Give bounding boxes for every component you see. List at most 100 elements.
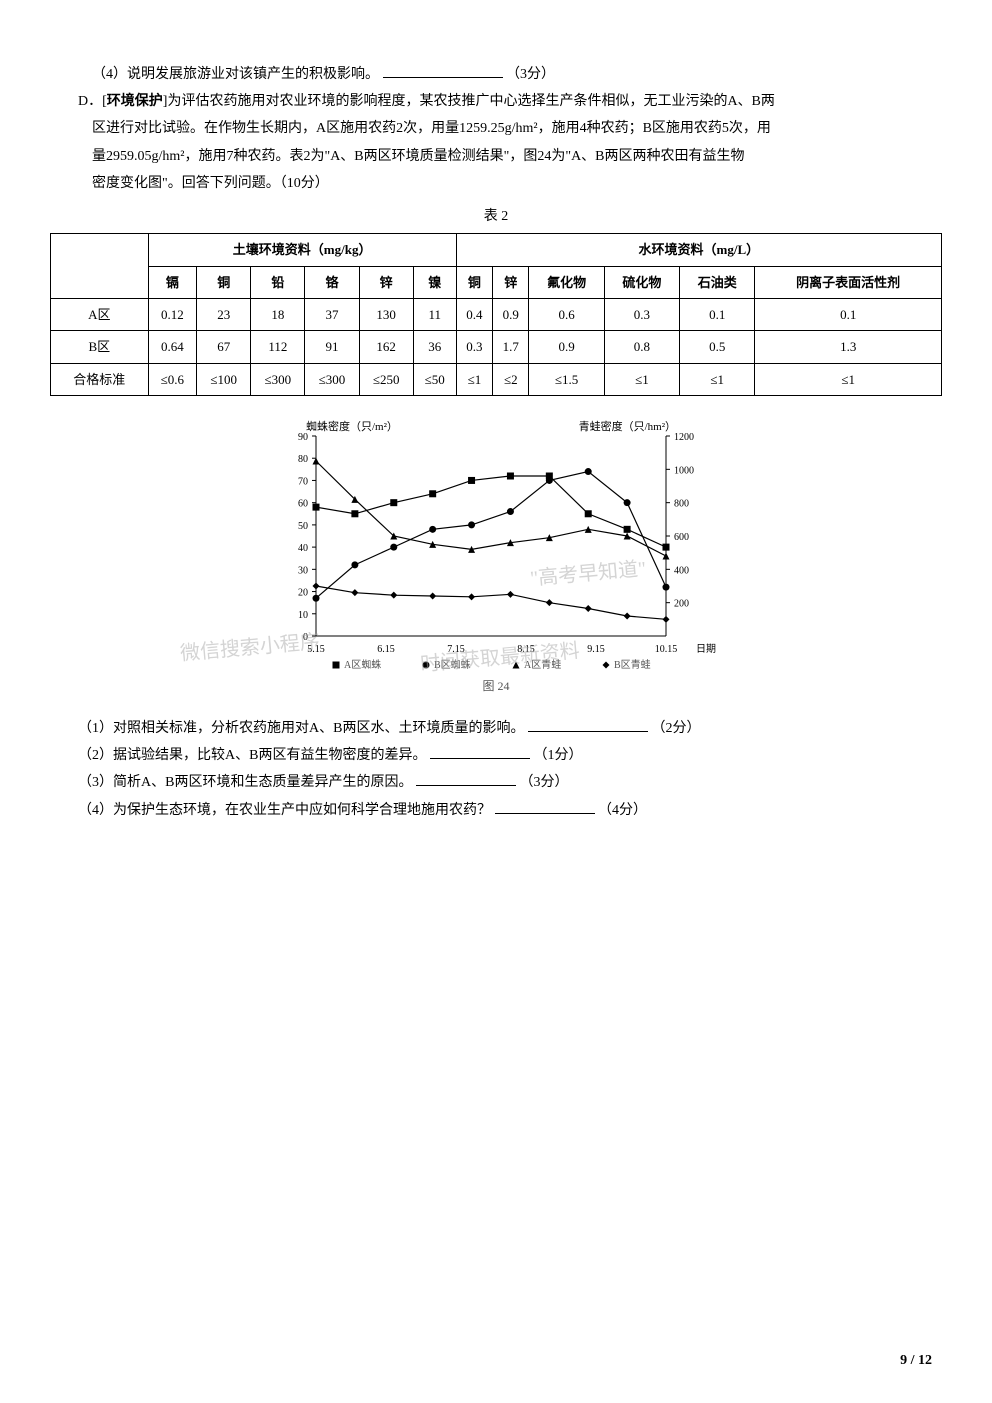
row-label: A区 <box>51 298 149 330</box>
table-cell: 1.7 <box>493 331 529 363</box>
svg-text:90: 90 <box>298 432 308 443</box>
svg-text:8.15: 8.15 <box>517 644 535 655</box>
q1-score: （2分） <box>651 721 700 736</box>
table-header-cols-row: 镉铜铅铬锌镍铜锌氟化物硫化物石油类阴离子表面活性剂 <box>51 266 942 298</box>
svg-text:A区蜘蛛: A区蜘蛛 <box>344 658 381 671</box>
table-cell: ≤300 <box>305 363 359 395</box>
density-chart: 0102030405060708090200400600800100012005… <box>256 416 736 696</box>
section-d-line1: D．[环境保护]为评估农药施用对农业环境的影响程度，某农技推广中心选择生产条件相… <box>50 89 942 114</box>
table-cell: ≤0.6 <box>148 363 197 395</box>
table-cell: ≤1 <box>456 363 492 395</box>
table-cell: ≤250 <box>359 363 413 395</box>
table-cell: ≤50 <box>413 363 456 395</box>
svg-text:6.15: 6.15 <box>377 644 395 655</box>
section-d-line3: 量2959.05g/hm²，施用7种农药。表2为"A、B两区环境质量检测结果"，… <box>50 144 942 169</box>
svg-text:1200: 1200 <box>674 432 694 443</box>
svg-text:7.15: 7.15 <box>447 644 465 655</box>
page-number: 9 / 12 <box>900 1348 932 1373</box>
col-header: 铜 <box>197 266 251 298</box>
blank <box>383 64 503 78</box>
table-cell: 130 <box>359 298 413 330</box>
col-header: 锌 <box>359 266 413 298</box>
blank <box>528 718 648 732</box>
table-cell: ≤2 <box>493 363 529 395</box>
table-cell: 0.5 <box>680 331 755 363</box>
d-label: D．[ <box>78 94 107 109</box>
table-cell: 162 <box>359 331 413 363</box>
svg-text:日期: 日期 <box>696 643 716 655</box>
table-body: A区0.12231837130110.40.90.60.30.10.1B区0.6… <box>51 298 942 395</box>
q4-4-text: （4）说明发展旅游业对该镇产生的积极影响。 <box>92 67 379 82</box>
col-header: 铜 <box>456 266 492 298</box>
table-row: 合格标准≤0.6≤100≤300≤300≤250≤50≤1≤2≤1.5≤1≤1≤… <box>51 363 942 395</box>
question-3: （3）简析A、B两区环境和生态质量差异产生的原因。 （3分） <box>50 770 942 795</box>
table-cell: 0.9 <box>529 331 604 363</box>
q2-text: （2）据试验结果，比较A、B两区有益生物密度的差异。 <box>78 748 426 763</box>
col-header: 硫化物 <box>604 266 679 298</box>
corner-cell <box>51 234 149 299</box>
table-cell: 23 <box>197 298 251 330</box>
svg-text:40: 40 <box>298 543 308 554</box>
table-cell: 36 <box>413 331 456 363</box>
chart-container: 0102030405060708090200400600800100012005… <box>50 416 942 696</box>
blank <box>430 745 530 759</box>
svg-text:200: 200 <box>674 599 689 610</box>
d-text1: ]为评估农药施用对农业环境的影响程度，某农技推广中心选择生产条件相似，无工业污染… <box>163 94 775 109</box>
svg-text:10.15: 10.15 <box>655 644 678 655</box>
table-cell: 11 <box>413 298 456 330</box>
table-cell: ≤1.5 <box>529 363 604 395</box>
table-cell: ≤1 <box>604 363 679 395</box>
svg-text:30: 30 <box>298 565 308 576</box>
svg-text:蜘蛛密度（只/m²）: 蜘蛛密度（只/m²） <box>306 419 398 433</box>
soil-group-header: 土壤环境资料（mg/kg） <box>148 234 456 266</box>
table-cell: ≤1 <box>680 363 755 395</box>
svg-text:50: 50 <box>298 521 308 532</box>
q2-score: （1分） <box>533 748 582 763</box>
table-cell: 0.3 <box>604 298 679 330</box>
q1-text: （1）对照相关标准，分析农药施用对A、B两区水、土环境质量的影响。 <box>78 721 524 736</box>
table-cell: 0.64 <box>148 331 197 363</box>
table-cell: 0.9 <box>493 298 529 330</box>
question-4: （4）为保护生态环境，在农业生产中应如何科学合理地施用农药？ （4分） <box>50 798 942 823</box>
table-cell: 0.8 <box>604 331 679 363</box>
svg-text:600: 600 <box>674 532 689 543</box>
table-row: A区0.12231837130110.40.90.60.30.10.1 <box>51 298 942 330</box>
q4-score: （4分） <box>598 803 647 818</box>
q3-text: （3）简析A、B两区环境和生态质量差异产生的原因。 <box>78 775 412 790</box>
question-4-4: （4）说明发展旅游业对该镇产生的积极影响。 （3分） <box>50 62 942 87</box>
table-cell: 67 <box>197 331 251 363</box>
row-label: B区 <box>51 331 149 363</box>
q3-score: （3分） <box>519 775 568 790</box>
table-cell: 0.1 <box>680 298 755 330</box>
col-header: 氟化物 <box>529 266 604 298</box>
table-cell: ≤100 <box>197 363 251 395</box>
section-d-line4: 密度变化图"。回答下列问题。（10分） <box>50 171 942 196</box>
table-cell: 112 <box>251 331 305 363</box>
section-d-line2: 区进行对比试验。在作物生长期内，A区施用农药2次，用量1259.25g/hm²，… <box>50 116 942 141</box>
blank <box>416 772 516 786</box>
svg-text:800: 800 <box>674 499 689 510</box>
table-row: B区0.646711291162360.31.70.90.80.51.3 <box>51 331 942 363</box>
table-cell: 37 <box>305 298 359 330</box>
table-cell: 1.3 <box>755 331 942 363</box>
svg-text:1000: 1000 <box>674 465 694 476</box>
water-group-header: 水环境资料（mg/L） <box>456 234 941 266</box>
svg-text:20: 20 <box>298 588 308 599</box>
svg-text:B区蜘蛛: B区蜘蛛 <box>434 658 471 671</box>
svg-text:B区青蛙: B区青蛙 <box>614 658 651 671</box>
q4-4-score: （3分） <box>506 67 555 82</box>
blank <box>495 800 595 814</box>
table-cell: 0.12 <box>148 298 197 330</box>
q4-text: （4）为保护生态环境，在农业生产中应如何科学合理地施用农药？ <box>78 803 491 818</box>
d-topic: 环境保护 <box>107 94 163 109</box>
question-1: （1）对照相关标准，分析农药施用对A、B两区水、土环境质量的影响。 （2分） <box>50 716 942 741</box>
table-cell: 0.3 <box>456 331 492 363</box>
svg-text:10: 10 <box>298 610 308 621</box>
svg-text:80: 80 <box>298 454 308 465</box>
col-header: 铅 <box>251 266 305 298</box>
table-cell: 91 <box>305 331 359 363</box>
svg-text:A区青蛙: A区青蛙 <box>524 658 561 671</box>
table-cell: ≤1 <box>755 363 942 395</box>
table-cell: 0.6 <box>529 298 604 330</box>
table-cell: 18 <box>251 298 305 330</box>
